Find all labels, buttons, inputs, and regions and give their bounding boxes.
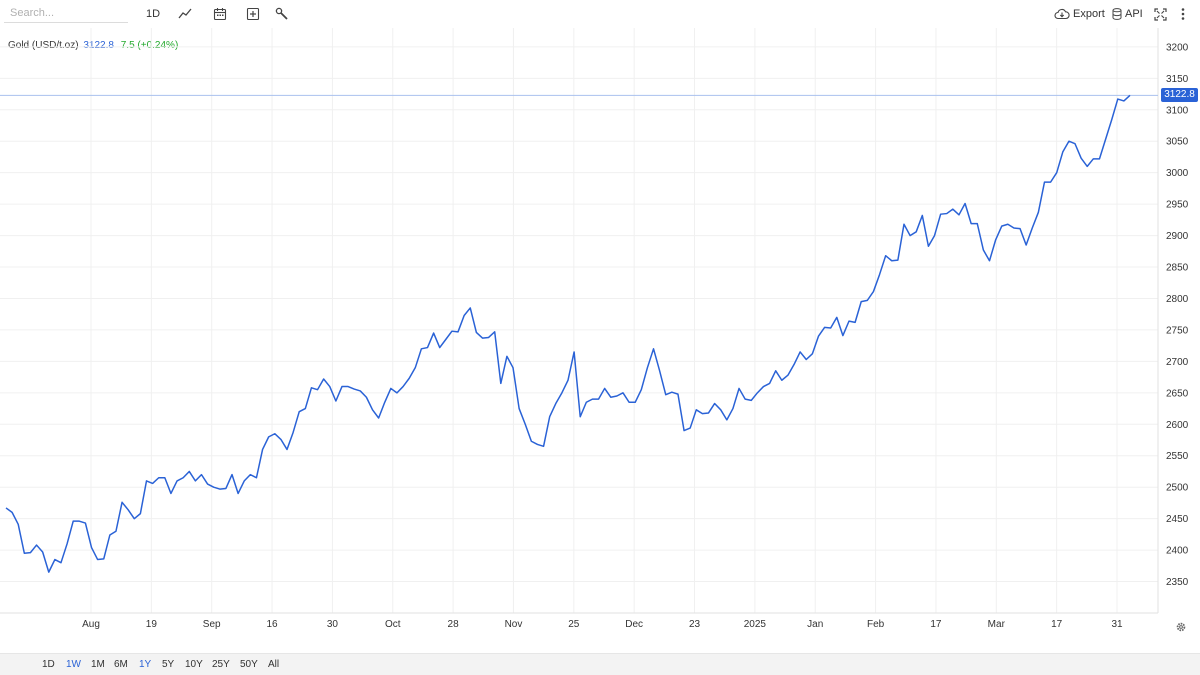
y-tick-label: 2800	[1166, 294, 1189, 305]
database-icon	[1112, 8, 1122, 20]
y-tick-label: 2950	[1166, 200, 1189, 211]
x-tick-label: Feb	[867, 619, 885, 630]
series-line-gold	[5, 94, 1131, 573]
x-tick-label: Sep	[203, 619, 221, 630]
line-chart-icon	[178, 7, 192, 21]
x-tick-label: 17	[1051, 619, 1063, 630]
legend-symbol: Gold (USD/t.oz)	[8, 40, 79, 51]
export-button[interactable]: Export	[1054, 5, 1105, 23]
y-tick-label: 2550	[1166, 451, 1189, 462]
timeframe-1d-button[interactable]: 1D	[42, 659, 55, 670]
add-icon	[246, 7, 260, 21]
chart-settings-button[interactable]	[1175, 620, 1187, 638]
x-tick-label: 28	[448, 619, 460, 630]
y-tick-label: 2700	[1166, 357, 1189, 368]
span-1y-button[interactable]: 1Y	[139, 659, 152, 670]
calendar-icon	[213, 7, 227, 21]
fullscreen-button[interactable]	[1154, 5, 1167, 23]
y-tick-label: 2500	[1166, 483, 1189, 494]
x-tick-label: 2025	[744, 619, 767, 630]
x-tick-label: Aug	[82, 619, 100, 630]
y-tick-label: 2400	[1166, 546, 1189, 557]
x-tick-label: 31	[1111, 619, 1123, 630]
legend-price: 3122.8	[83, 40, 114, 51]
data-points	[5, 94, 1131, 573]
x-axis: Aug 19 Sep 16 30 Oct 28 Nov 25 Dec 23 2025 Jan Feb 17 M…	[82, 619, 1123, 630]
x-tick-label: 16	[266, 619, 278, 630]
cloud-download-icon	[1054, 8, 1070, 20]
date-range-button[interactable]	[213, 5, 227, 23]
api-button[interactable]: API	[1112, 5, 1143, 23]
y-tick-label: 2850	[1166, 263, 1189, 274]
y-tick-label: 2450	[1166, 514, 1189, 525]
y-tick-label: 2750	[1166, 325, 1189, 336]
x-tick-label: Mar	[988, 619, 1006, 630]
export-label: Export	[1073, 8, 1105, 20]
x-tick-label: Jan	[807, 619, 823, 630]
more-menu-button[interactable]	[1180, 5, 1186, 23]
range-selector-bar: 1D 1W 1M 6M 1Y 5Y 10Y 25Y 50Y All	[0, 653, 1200, 675]
legend-change: 7.5 (+0.24%)	[120, 40, 179, 51]
api-label: API	[1125, 8, 1143, 20]
chart-legend: Gold (USD/t.oz) 3122.8 7.5 (+0.24%)	[8, 40, 178, 51]
span-25y-button[interactable]: 25Y	[212, 659, 230, 670]
y-tick-label: 3200	[1166, 42, 1189, 53]
interval-button[interactable]: 1D	[146, 8, 161, 20]
span-10y-button[interactable]: 10Y	[185, 659, 203, 670]
y-tick-label: 2650	[1166, 388, 1189, 399]
x-tick-label: 19	[146, 619, 158, 630]
more-vertical-icon	[1180, 7, 1186, 21]
chart-type-button[interactable]	[178, 5, 192, 23]
timeframe-1w-button[interactable]: 1W	[66, 659, 81, 670]
chart-grid	[0, 28, 1159, 614]
y-tick-label: 3000	[1166, 168, 1189, 179]
x-tick-label: Dec	[625, 619, 643, 630]
fullscreen-icon	[1154, 7, 1167, 21]
price-chart[interactable]: 2350 2400 2450 2500 2550 2600 2650 2700 2750 2800…	[0, 28, 1200, 648]
y-tick-label: 3050	[1166, 137, 1189, 148]
span-5y-button[interactable]: 5Y	[162, 659, 175, 670]
top-toolbar: 1D Export API	[0, 0, 1200, 28]
tools-button[interactable]	[275, 5, 289, 23]
span-50y-button[interactable]: 50Y	[240, 659, 258, 670]
timeframe-1m-button[interactable]: 1M	[91, 659, 105, 670]
x-tick-label: 25	[568, 619, 580, 630]
x-tick-label: 30	[327, 619, 339, 630]
timeframe-6m-button[interactable]: 6M	[114, 659, 128, 670]
x-tick-label: Oct	[385, 619, 401, 630]
y-axis: 2350 2400 2450 2500 2550 2600 2650 2700 2750 2800…	[1166, 42, 1189, 588]
y-tick-label: 2350	[1166, 577, 1189, 588]
span-all-button[interactable]: All	[268, 659, 280, 670]
search-input[interactable]	[4, 4, 128, 23]
y-tick-label: 2600	[1166, 420, 1189, 431]
y-tick-label: 2900	[1166, 231, 1189, 242]
wrench-icon	[275, 7, 289, 21]
gear-icon	[1175, 620, 1187, 637]
last-price-tag: 3122.8	[1161, 88, 1198, 103]
x-tick-label: 17	[930, 619, 942, 630]
x-tick-label: Nov	[505, 619, 523, 630]
compare-button[interactable]	[246, 5, 260, 23]
y-tick-label: 3100	[1166, 105, 1189, 116]
y-tick-label: 3150	[1166, 74, 1189, 85]
x-tick-label: 23	[689, 619, 701, 630]
